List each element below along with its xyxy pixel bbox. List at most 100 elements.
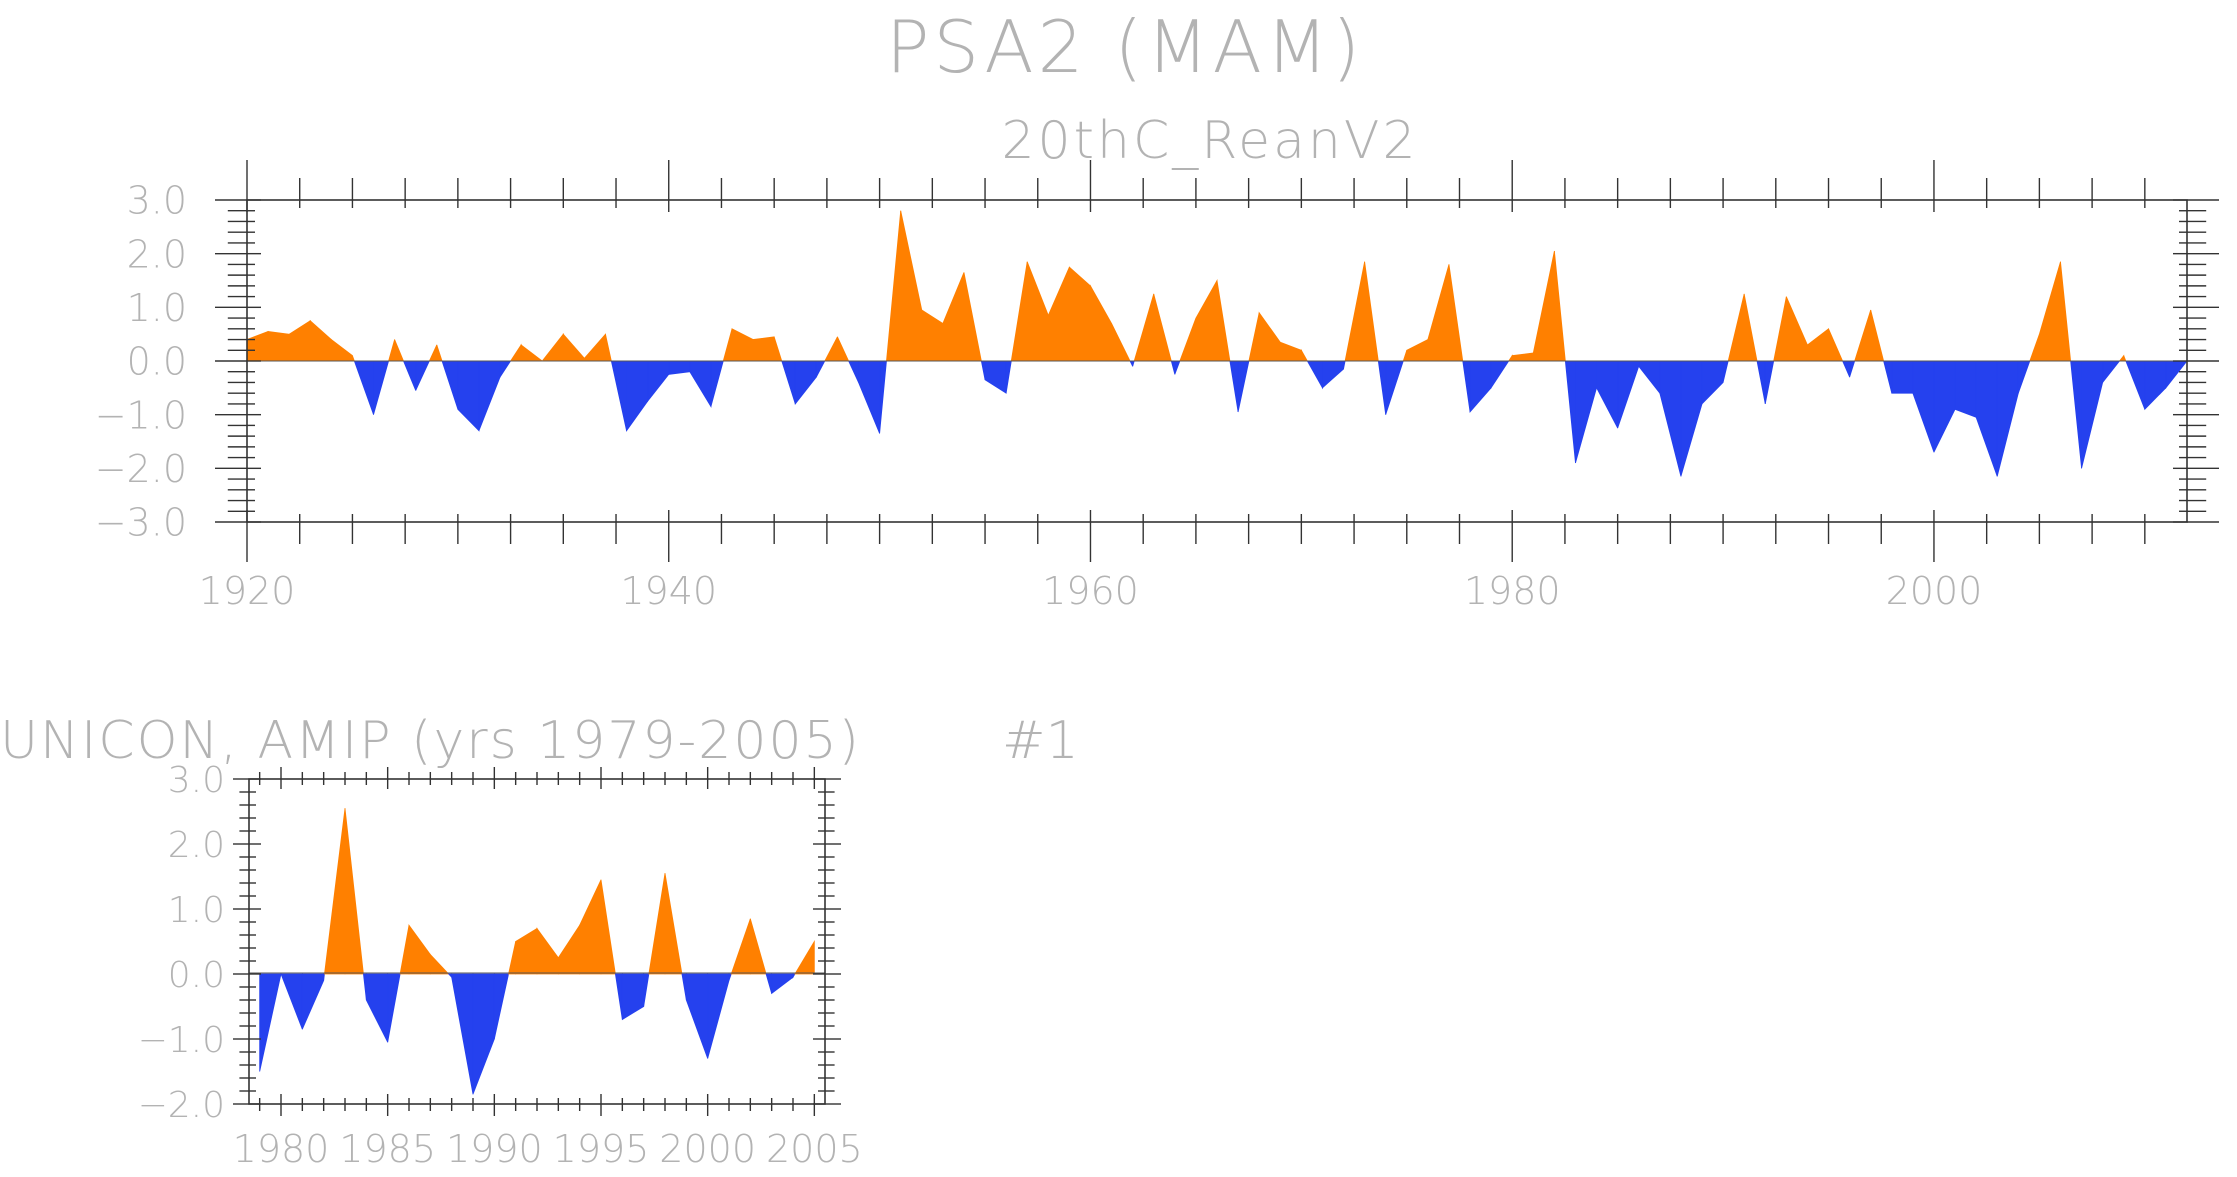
positive-area-segment xyxy=(1364,261,1379,362)
y-tick-label: −2.0 xyxy=(95,447,187,491)
negative-area-segment xyxy=(689,360,712,409)
y-tick-label: 2.0 xyxy=(168,825,225,866)
ensemble-label: #1 xyxy=(1002,711,1079,771)
negative-area-segment xyxy=(1756,360,1766,405)
negative-area-segment xyxy=(685,973,709,1059)
negative-area-segment xyxy=(1638,360,1661,395)
positive-area-segment xyxy=(267,331,290,362)
reanalysis-ticks xyxy=(215,160,2219,562)
negative-area-segment xyxy=(626,360,649,433)
positive-area-segment xyxy=(824,336,838,362)
x-tick-label: 1990 xyxy=(446,1127,543,1171)
negative-area-segment xyxy=(478,360,501,431)
positive-area-segment xyxy=(1068,266,1091,362)
positive-area-segment xyxy=(837,336,850,362)
positive-area-segment xyxy=(515,927,538,975)
positive-area-segment xyxy=(428,344,438,362)
negative-area-segment xyxy=(2102,360,2121,384)
negative-area-segment xyxy=(771,973,794,995)
negative-area-segment xyxy=(815,360,826,378)
positive-area-segment xyxy=(773,336,783,362)
negative-area-segment xyxy=(2165,360,2188,389)
positive-area-segment xyxy=(886,210,902,362)
positive-area-segment xyxy=(246,330,269,362)
negative-area-segment xyxy=(984,360,1007,394)
reanalysis-tick-labels: 3.0 2.0 1.0 0.0 −1.0 −2.0 −3.0 1920 1940 1960 1980… xyxy=(95,179,1983,613)
positive-area-segment xyxy=(1507,354,1513,362)
negative-area-segment xyxy=(668,360,691,375)
negative-area-segment xyxy=(415,360,430,391)
x-tick-label: 1920 xyxy=(199,569,296,613)
main-title: PSA2 (MAM) xyxy=(886,5,1364,89)
negative-area-segment xyxy=(781,360,796,405)
positive-area-segment xyxy=(1406,338,1429,362)
positive-area-segment xyxy=(1553,250,1566,362)
negative-area-segment xyxy=(2017,360,2031,394)
negative-area-segment xyxy=(365,973,389,1043)
negative-area-segment xyxy=(402,360,417,391)
positive-area-segment xyxy=(408,924,431,975)
negative-area-segment xyxy=(2125,360,2146,410)
negative-area-segment xyxy=(858,360,881,434)
positive-area-segment xyxy=(752,336,775,362)
positive-area-segment xyxy=(520,344,544,362)
positive-area-segment xyxy=(288,320,311,362)
positive-area-segment xyxy=(921,309,944,362)
negative-area-segment xyxy=(1701,360,1724,405)
positive-area-segment xyxy=(2118,354,2125,362)
negative-area-segment xyxy=(1883,360,1893,394)
main-subtitle: 20thC_ReanV2 xyxy=(1001,111,1418,171)
positive-area-segment xyxy=(731,328,754,362)
negative-area-segment xyxy=(710,360,724,407)
positive-area-segment xyxy=(2029,334,2040,362)
negative-area-segment xyxy=(451,973,474,1095)
positive-area-segment xyxy=(399,925,410,975)
y-tick-label: 3.0 xyxy=(127,179,187,223)
positive-area-segment xyxy=(562,333,585,362)
negative-area-segment xyxy=(728,973,732,981)
x-tick-label: 1980 xyxy=(1464,569,1561,613)
negative-area-segment xyxy=(362,973,367,1001)
negative-area-segment xyxy=(1229,360,1239,413)
positive-area-segment xyxy=(1402,350,1408,362)
negative-area-segment xyxy=(1469,360,1492,414)
negative-area-segment xyxy=(621,973,645,1021)
positive-area-segment xyxy=(1727,293,1745,362)
negative-area-segment xyxy=(323,973,325,981)
negative-area-segment xyxy=(1237,360,1250,413)
y-tick-label: 2.0 xyxy=(127,232,187,276)
positive-area-segment xyxy=(1111,323,1131,362)
positive-area-segment xyxy=(1870,309,1885,362)
negative-area-segment xyxy=(1680,360,1703,477)
negative-area-segment xyxy=(1849,360,1856,378)
positive-area-segment xyxy=(508,941,517,975)
positive-area-segment xyxy=(352,355,355,362)
positive-area-segment xyxy=(1179,317,1197,362)
positive-area-segment xyxy=(1807,327,1829,362)
y-tick-label: 0.0 xyxy=(127,340,187,384)
positive-area-segment xyxy=(1153,293,1172,362)
negative-area-segment xyxy=(259,973,282,1072)
negative-area-segment xyxy=(457,360,480,432)
negative-area-segment xyxy=(1891,360,1914,394)
positive-area-segment xyxy=(1344,261,1366,362)
negative-area-segment xyxy=(707,973,730,1059)
negative-area-segment xyxy=(643,973,650,1007)
y-tick-label: −1.0 xyxy=(95,393,187,437)
positive-area-segment xyxy=(1248,312,1260,362)
negative-area-segment xyxy=(1841,360,1851,378)
y-tick-label: 1.0 xyxy=(127,286,187,330)
unicon-area xyxy=(259,808,815,1095)
negative-area-segment xyxy=(373,360,390,415)
negative-area-segment xyxy=(353,360,374,415)
negative-area-segment xyxy=(1996,360,2019,477)
positive-area-segment xyxy=(324,808,346,975)
positive-area-segment xyxy=(557,923,581,975)
positive-area-segment xyxy=(1300,348,1309,362)
negative-area-segment xyxy=(980,360,986,380)
positive-area-segment xyxy=(579,879,602,975)
positive-area-segment xyxy=(541,333,564,362)
x-tick-label: 1980 xyxy=(233,1127,330,1171)
